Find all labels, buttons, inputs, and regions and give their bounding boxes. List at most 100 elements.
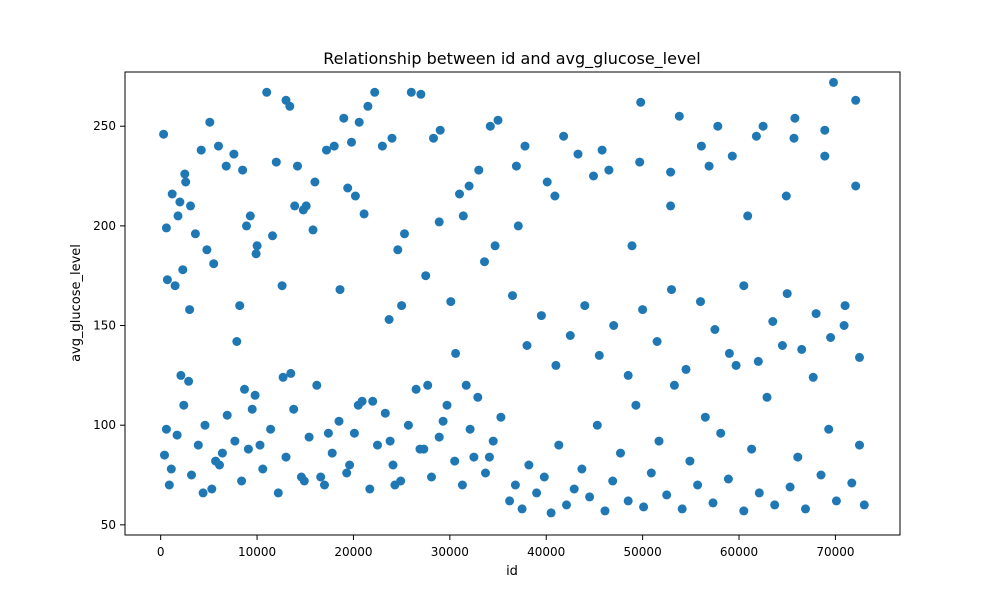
data-point — [255, 440, 265, 450]
y-tick-label: 100 — [93, 418, 116, 432]
data-point — [387, 133, 397, 143]
data-point — [716, 428, 726, 438]
data-point — [342, 468, 352, 478]
data-point — [298, 205, 308, 215]
data-point — [237, 476, 247, 486]
data-point — [652, 337, 662, 346]
data-point — [312, 380, 322, 390]
data-point — [161, 223, 171, 233]
data-point — [674, 111, 684, 121]
x-axis-label: id — [506, 564, 518, 579]
data-point — [258, 464, 268, 474]
data-point — [801, 504, 810, 514]
data-point — [458, 211, 468, 221]
data-point — [289, 404, 299, 414]
data-point — [739, 281, 749, 291]
data-point — [429, 133, 438, 143]
data-point — [250, 390, 260, 400]
data-point — [184, 376, 194, 386]
data-point — [747, 444, 757, 454]
data-point — [693, 480, 703, 490]
data-point — [727, 151, 737, 161]
data-point — [190, 229, 200, 239]
y-axis-ticks: 50 100 150 200 250 — [93, 119, 125, 532]
data-point — [820, 151, 830, 161]
data-point — [354, 117, 364, 127]
data-point — [577, 464, 587, 474]
data-point — [293, 161, 302, 171]
data-point — [415, 444, 425, 454]
data-point — [666, 201, 676, 211]
data-point — [592, 420, 602, 430]
data-point — [758, 121, 768, 131]
data-point — [554, 440, 564, 450]
data-point — [205, 117, 215, 127]
data-point — [517, 504, 527, 514]
data-point — [623, 496, 633, 506]
data-point — [855, 352, 864, 362]
x-tick-label: 10000 — [238, 545, 276, 559]
data-point — [207, 484, 217, 494]
data-point — [839, 321, 849, 330]
data-point — [508, 291, 517, 301]
data-point — [179, 400, 189, 410]
data-point — [159, 129, 169, 139]
data-point — [329, 141, 339, 151]
y-tick-label: 150 — [93, 319, 116, 333]
data-point — [230, 436, 240, 446]
data-point — [221, 161, 231, 171]
data-point — [290, 201, 300, 211]
data-point — [403, 420, 413, 430]
data-point — [446, 297, 456, 307]
x-tick-label: 50000 — [624, 545, 662, 559]
data-point — [285, 101, 295, 111]
data-point — [211, 456, 221, 466]
data-point — [240, 384, 249, 394]
data-point — [708, 498, 718, 508]
data-point — [266, 424, 276, 434]
data-point — [185, 305, 195, 315]
data-point — [785, 482, 795, 492]
data-point — [262, 87, 272, 97]
data-point — [202, 245, 212, 255]
data-point — [299, 476, 309, 486]
data-point — [411, 384, 421, 394]
data-point — [768, 317, 778, 326]
data-point — [654, 436, 664, 446]
data-point — [681, 364, 691, 374]
data-point — [209, 259, 219, 269]
data-point — [450, 456, 460, 466]
data-point — [384, 315, 394, 324]
data-point — [724, 348, 734, 358]
data-point — [434, 217, 444, 227]
data-point — [669, 380, 679, 390]
data-point — [232, 337, 242, 346]
x-tick-label: 60000 — [720, 545, 758, 559]
data-point — [824, 424, 834, 434]
data-point — [696, 141, 706, 151]
data-point — [434, 432, 444, 442]
data-point — [172, 430, 182, 440]
data-point — [739, 506, 749, 516]
data-point — [421, 271, 431, 281]
data-point — [335, 285, 345, 295]
data-point — [160, 450, 169, 460]
data-point — [820, 125, 830, 135]
data-point — [743, 211, 753, 221]
data-point — [631, 400, 641, 410]
data-point — [214, 141, 223, 151]
data-point — [173, 211, 183, 221]
data-point — [217, 448, 227, 458]
data-point — [161, 424, 171, 434]
data-point — [416, 89, 426, 99]
data-point — [316, 472, 326, 482]
data-point — [600, 506, 610, 516]
data-point — [162, 275, 172, 285]
data-point — [400, 229, 409, 239]
data-point — [831, 496, 841, 506]
data-point — [193, 440, 203, 450]
data-point — [349, 428, 359, 438]
y-axis-label: avg_glucose_level — [69, 244, 84, 362]
data-point — [589, 171, 598, 181]
data-point — [359, 209, 369, 219]
